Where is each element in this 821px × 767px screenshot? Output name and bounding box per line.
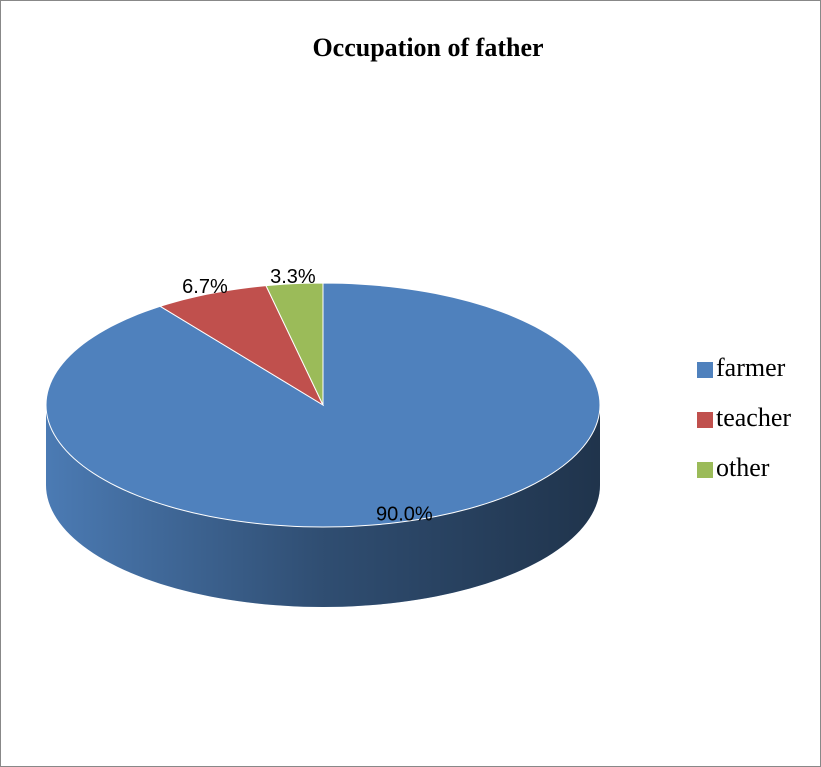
pie-slice xyxy=(158,285,325,407)
chart-title: Occupation of father xyxy=(312,33,543,62)
legend-label: farmer xyxy=(716,353,786,382)
pie-side-shade xyxy=(46,405,600,607)
legend-label: teacher xyxy=(716,403,791,432)
legend-label: other xyxy=(716,453,770,482)
legend-swatch xyxy=(697,412,713,428)
data-label: 6.7% xyxy=(182,276,228,298)
data-label: 3.3% xyxy=(270,266,316,288)
data-label: 90.0% xyxy=(376,504,433,526)
legend-swatch xyxy=(697,462,713,478)
pie-slice xyxy=(265,282,324,406)
legend-swatch xyxy=(697,362,713,378)
